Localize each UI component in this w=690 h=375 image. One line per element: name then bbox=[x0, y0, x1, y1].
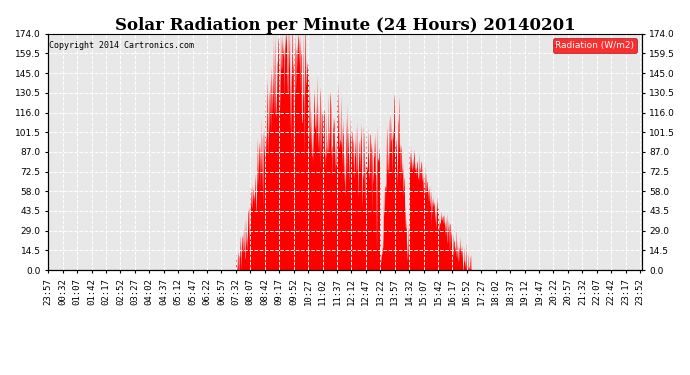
Text: Copyright 2014 Cartronics.com: Copyright 2014 Cartronics.com bbox=[49, 41, 194, 50]
Title: Solar Radiation per Minute (24 Hours) 20140201: Solar Radiation per Minute (24 Hours) 20… bbox=[115, 16, 575, 34]
Legend: Radiation (W/m2): Radiation (W/m2) bbox=[553, 38, 637, 53]
